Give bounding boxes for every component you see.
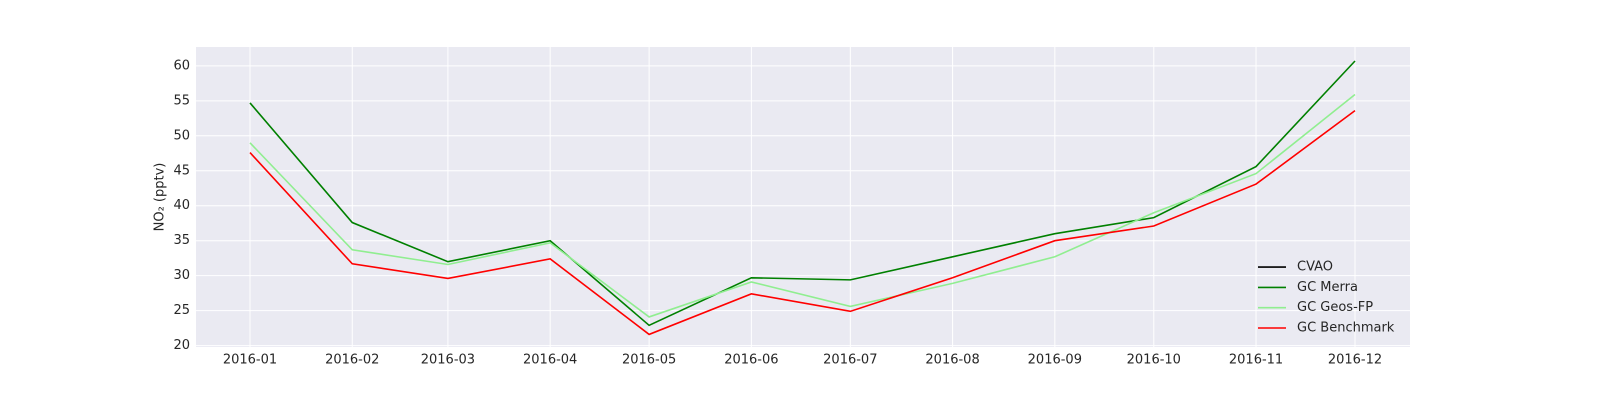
x-tick-label: 2016-05 xyxy=(622,353,676,368)
plot-area xyxy=(196,47,1410,347)
x-tick-label: 2016-12 xyxy=(1328,353,1382,368)
y-tick-label: 55 xyxy=(173,93,190,108)
x-tick-label: 2016-01 xyxy=(223,353,277,368)
x-tick-label: 2016-02 xyxy=(325,353,379,368)
y-tick-label: 35 xyxy=(173,233,190,248)
y-tick-label: 45 xyxy=(173,163,190,178)
legend-label: GC Benchmark xyxy=(1297,321,1395,336)
y-axis-label: NO₂ (pptv) xyxy=(153,163,168,232)
y-tick-label: 50 xyxy=(173,128,190,143)
legend-label: GC Merra xyxy=(1297,280,1358,295)
x-tick-label: 2016-09 xyxy=(1028,353,1082,368)
y-tick-label: 30 xyxy=(173,268,190,283)
x-tick-label: 2016-08 xyxy=(925,353,979,368)
y-tick-label: 60 xyxy=(173,58,190,73)
x-tick-label: 2016-10 xyxy=(1127,353,1181,368)
y-tick-label: 40 xyxy=(173,198,190,213)
legend-label: CVAO xyxy=(1297,260,1333,275)
x-tick-label: 2016-11 xyxy=(1229,353,1283,368)
y-tick-label: 20 xyxy=(173,338,190,353)
line xyxy=(249,93,1356,318)
y-tick-label: 25 xyxy=(173,303,190,318)
x-tick-label: 2016-06 xyxy=(724,353,778,368)
line xyxy=(249,109,1356,336)
x-tick-label: 2016-03 xyxy=(421,353,475,368)
line xyxy=(249,60,1356,327)
legend-label: GC Geos-FP xyxy=(1297,300,1373,315)
x-tick-label: 2016-07 xyxy=(823,353,877,368)
x-tick-label: 2016-04 xyxy=(523,353,577,368)
